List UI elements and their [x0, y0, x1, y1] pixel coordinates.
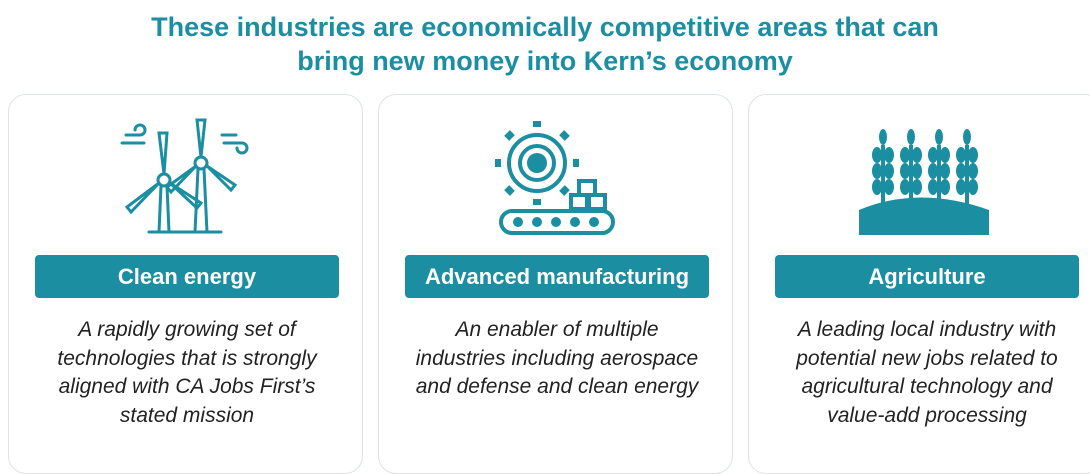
wind-turbine-icon: [120, 118, 249, 234]
agriculture-icon: [859, 129, 989, 235]
card: Clean energy A rapidly growing set of te…: [8, 94, 363, 474]
title-line: bring new money into Kern’s economy: [297, 46, 793, 76]
card: Agriculture A leading local industry wit…: [748, 94, 1090, 474]
card-description: A leading local industry with potential …: [796, 318, 1058, 427]
title: These industries are economically compet…: [0, 10, 1090, 78]
card-label: Agriculture: [775, 255, 1079, 298]
card-label: Clean energy: [35, 255, 339, 298]
title-line: These industries are economically compet…: [151, 12, 939, 42]
card-description: An enabler of multiple industries includ…: [415, 318, 699, 398]
page: These industries are economically compet…: [0, 10, 1090, 474]
card-label: Advanced manufacturing: [405, 255, 709, 298]
manufacturing-icon: [495, 121, 615, 235]
card: Advanced manufacturing An enabler of mul…: [378, 94, 733, 474]
card-description: A rapidly growing set of technologies th…: [57, 318, 317, 427]
